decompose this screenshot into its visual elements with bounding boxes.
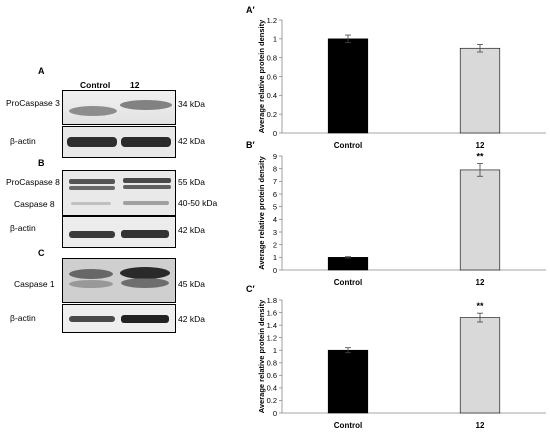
bar-treated	[459, 47, 501, 134]
chart-3: C′Average relative protein density 0 0.2 0.…	[246, 284, 546, 430]
y-tick-label: 1.2	[267, 333, 277, 342]
y-tick-label: 6	[273, 190, 277, 199]
y-tick-label: 8	[273, 164, 277, 173]
blot-b-loading-size: 42 kDa	[178, 225, 205, 235]
chart-2: B′Average relative protein density012345…	[246, 140, 546, 287]
chart-panel-letter: C′	[246, 284, 255, 294]
y-tick-label: 0.2	[267, 110, 277, 119]
charts-svg: A′Average relative protein density00.20.…	[246, 5, 546, 430]
blot-b-target-band-image	[62, 170, 176, 216]
y-axis-label: Average relative protein density	[257, 19, 266, 133]
significance-mark: **	[476, 301, 484, 311]
x-category-label: 12	[476, 141, 485, 150]
y-tick-label: 0.8	[267, 359, 277, 368]
blot-c-target-band-image	[62, 258, 176, 303]
bar-control	[327, 257, 369, 271]
y-tick-label: 5	[273, 202, 277, 211]
bar-control	[327, 38, 369, 134]
x-category-label: Control	[334, 278, 362, 287]
y-tick-label: 0	[273, 266, 277, 275]
y-tick-label: 0.8	[267, 53, 277, 62]
y-tick-label: 0.6	[267, 72, 277, 81]
y-tick-label: 1.4	[267, 321, 277, 330]
y-tick-label: 0.4	[267, 91, 277, 100]
y-tick-label: 0.2	[267, 396, 277, 405]
blot-b-size-40-50: 40-50 kDa	[178, 198, 218, 208]
y-tick-label: 4	[273, 215, 277, 224]
blot-b-label-caspase8: Caspase 8	[14, 199, 55, 209]
x-category-label: 12	[476, 278, 485, 287]
blot-b-size-55: 55 kDa	[178, 177, 205, 187]
y-tick-label: 2	[273, 240, 277, 249]
blot-a-size: 34 kDa	[178, 99, 205, 109]
blot-c-loading-label: β-actin	[10, 313, 36, 323]
chart-panel-letter: B′	[246, 140, 255, 150]
x-category-label: Control	[334, 141, 362, 150]
bar-control	[327, 349, 369, 414]
chart-1: A′Average relative protein density 0 0.2 0.…	[246, 5, 546, 150]
blot-b-label-procaspase8: ProCaspase 8	[6, 177, 60, 187]
blot-a-actin-band-image	[62, 126, 176, 158]
blot-c-label: Caspase 1	[14, 279, 55, 289]
y-tick-label: 7	[273, 177, 277, 186]
x-category-label: 12	[476, 421, 485, 430]
col-label-control: Control	[80, 80, 111, 90]
y-axis-label: Average relative protein density	[257, 299, 266, 413]
blot-a-loading-label: β-actin	[10, 136, 36, 146]
y-tick-label: 0.6	[267, 371, 277, 380]
col-label-12: 12	[130, 80, 140, 90]
blot-b-actin-band-image	[62, 216, 176, 248]
blot-a-loading-size: 42 kDa	[178, 136, 205, 146]
blot-a-label: ProCaspase 3	[6, 98, 60, 108]
blot-c-size: 45 kDa	[178, 279, 205, 289]
blot-c-loading-size: 42 kDa	[178, 314, 205, 324]
y-tick-label: 1	[273, 346, 277, 355]
bar-treated	[459, 169, 501, 271]
bar-treated	[459, 317, 501, 414]
y-tick-label: 0.4	[267, 384, 277, 393]
y-tick-label: 0	[273, 129, 277, 138]
blot-c-actin-band-image	[62, 304, 176, 333]
y-tick-label: 1.6	[267, 308, 277, 317]
x-category-label: Control	[334, 421, 362, 430]
y-tick-label: 1	[273, 253, 277, 262]
significance-mark: **	[476, 152, 484, 162]
y-tick-label: 1.8	[267, 296, 277, 305]
bar-charts: A′ Average relative protein density 0 0.2 0.…	[230, 0, 550, 433]
y-tick-label: 1.2	[267, 16, 277, 25]
y-tick-label: 1	[273, 35, 277, 44]
panel-letter-a: A	[38, 66, 45, 76]
y-tick-label: 9	[273, 152, 277, 161]
blot-a-target-band-image	[62, 90, 176, 125]
y-tick-label: 3	[273, 228, 277, 237]
blot-b-loading-label: β-actin	[10, 223, 36, 233]
chart-panel-letter: A′	[246, 5, 255, 15]
y-axis-label: Average relative protein density	[257, 155, 266, 269]
y-tick-label: 0	[273, 409, 277, 418]
panel-letter-b: B	[38, 158, 45, 168]
panel-letter-c: C	[38, 248, 45, 258]
